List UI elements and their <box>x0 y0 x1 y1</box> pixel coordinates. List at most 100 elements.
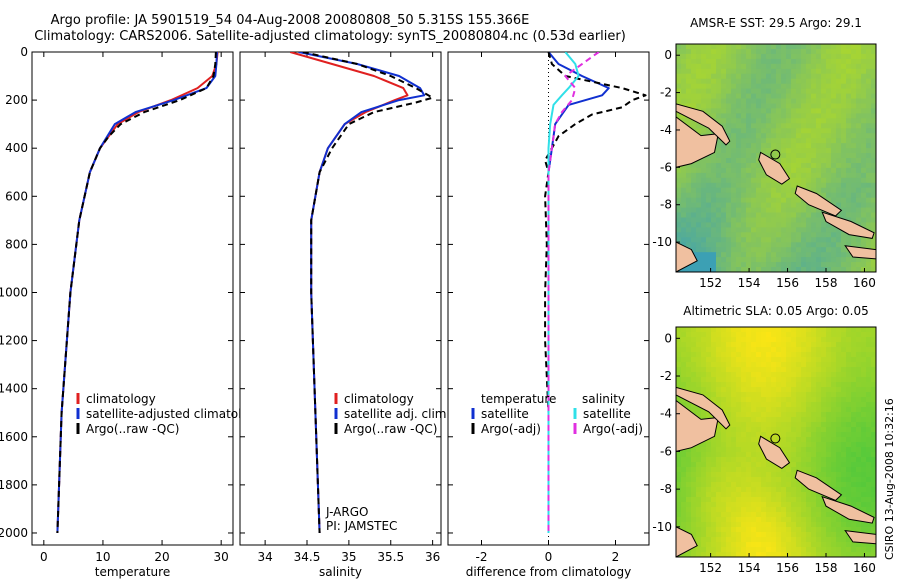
map-cell <box>676 98 682 105</box>
map-cell <box>811 332 817 338</box>
map-cell <box>766 177 772 184</box>
map-cell <box>726 517 732 523</box>
map-cell <box>681 477 687 483</box>
map-cell <box>711 347 717 353</box>
map-cell <box>866 58 872 65</box>
map-cell <box>796 407 802 413</box>
map-cell <box>701 207 707 214</box>
map-cell <box>811 507 817 513</box>
map-cell <box>701 532 707 538</box>
map-cell <box>776 197 782 204</box>
map-cell <box>831 158 837 164</box>
map-cell <box>826 477 832 483</box>
map-cell <box>731 163 737 169</box>
map-cell <box>731 202 737 209</box>
map-cell <box>736 167 742 174</box>
map-cell <box>871 167 876 174</box>
map-cell <box>771 542 777 548</box>
map-cell <box>806 502 812 508</box>
map-cell <box>691 242 697 248</box>
map-cell <box>826 242 832 248</box>
map-cell <box>691 207 697 214</box>
map-cell <box>701 108 707 114</box>
map-cell <box>691 44 697 50</box>
map-cell <box>811 73 817 80</box>
map-cell <box>826 49 832 55</box>
map-cell <box>856 417 862 423</box>
map-cell <box>871 467 876 473</box>
map-cell <box>711 237 717 243</box>
map-cell <box>796 347 802 353</box>
map-cell <box>791 98 797 105</box>
map-cell <box>731 172 737 179</box>
map-cell <box>716 402 722 408</box>
map-cell <box>716 337 722 343</box>
map-cell <box>756 527 762 533</box>
map-cell <box>771 73 777 80</box>
map-cell <box>756 547 762 553</box>
map-cell <box>826 402 832 408</box>
map-cell <box>706 192 712 199</box>
map-cell <box>726 537 732 543</box>
map-cell <box>756 407 762 413</box>
map-cell <box>681 462 687 468</box>
map-cell <box>681 93 687 100</box>
map-cell <box>751 103 757 110</box>
map-cell <box>816 412 822 418</box>
map-cell <box>831 98 837 105</box>
map-cell <box>856 88 862 95</box>
map-cell <box>721 437 727 443</box>
map-cell <box>831 532 837 538</box>
map-cell <box>831 267 837 272</box>
map-cell <box>691 98 697 105</box>
map-cell <box>836 153 842 159</box>
map-cell <box>801 467 807 473</box>
map-cell <box>821 192 827 199</box>
map-cell <box>826 337 832 343</box>
map-cell <box>736 432 742 438</box>
map-cell <box>801 78 807 85</box>
map-cell <box>701 552 707 557</box>
map-cell <box>756 88 762 95</box>
map-cell <box>846 352 852 358</box>
map-cell <box>706 392 712 398</box>
map-cell <box>871 58 876 65</box>
map-cell <box>781 187 787 194</box>
map-cell <box>836 158 842 164</box>
map-cell <box>771 202 777 209</box>
series-line-argo <box>544 52 647 533</box>
map-cell <box>791 118 797 124</box>
map-cell <box>861 352 867 358</box>
y-tick-label: 600 <box>5 189 28 203</box>
map-cell <box>766 467 772 473</box>
map-cell <box>701 537 707 543</box>
map-cell <box>841 377 847 383</box>
map-cell <box>721 148 727 154</box>
map-cell <box>771 78 777 85</box>
map-cell <box>866 502 872 508</box>
map-cell <box>851 98 857 105</box>
map-cell <box>766 552 772 557</box>
map-cell <box>756 123 762 129</box>
map-cell <box>831 227 837 233</box>
map-cell <box>706 337 712 343</box>
map-cell <box>796 372 802 378</box>
map-cell <box>751 222 757 228</box>
map-cell <box>706 542 712 548</box>
map-cell <box>676 352 682 358</box>
map-cell <box>796 482 802 488</box>
map-cell <box>746 337 752 343</box>
map-cell <box>696 207 702 214</box>
map-cell <box>786 552 792 557</box>
map-cell <box>796 497 802 503</box>
map-cell <box>816 372 822 378</box>
map-cell <box>861 197 867 204</box>
map-cell <box>841 167 847 174</box>
map-cell <box>796 262 802 268</box>
map-cell <box>751 123 757 129</box>
map-cell <box>731 442 737 448</box>
map-cell <box>731 532 737 538</box>
map-cell <box>716 103 722 110</box>
map-cell <box>761 417 767 423</box>
map-cell <box>731 467 737 473</box>
